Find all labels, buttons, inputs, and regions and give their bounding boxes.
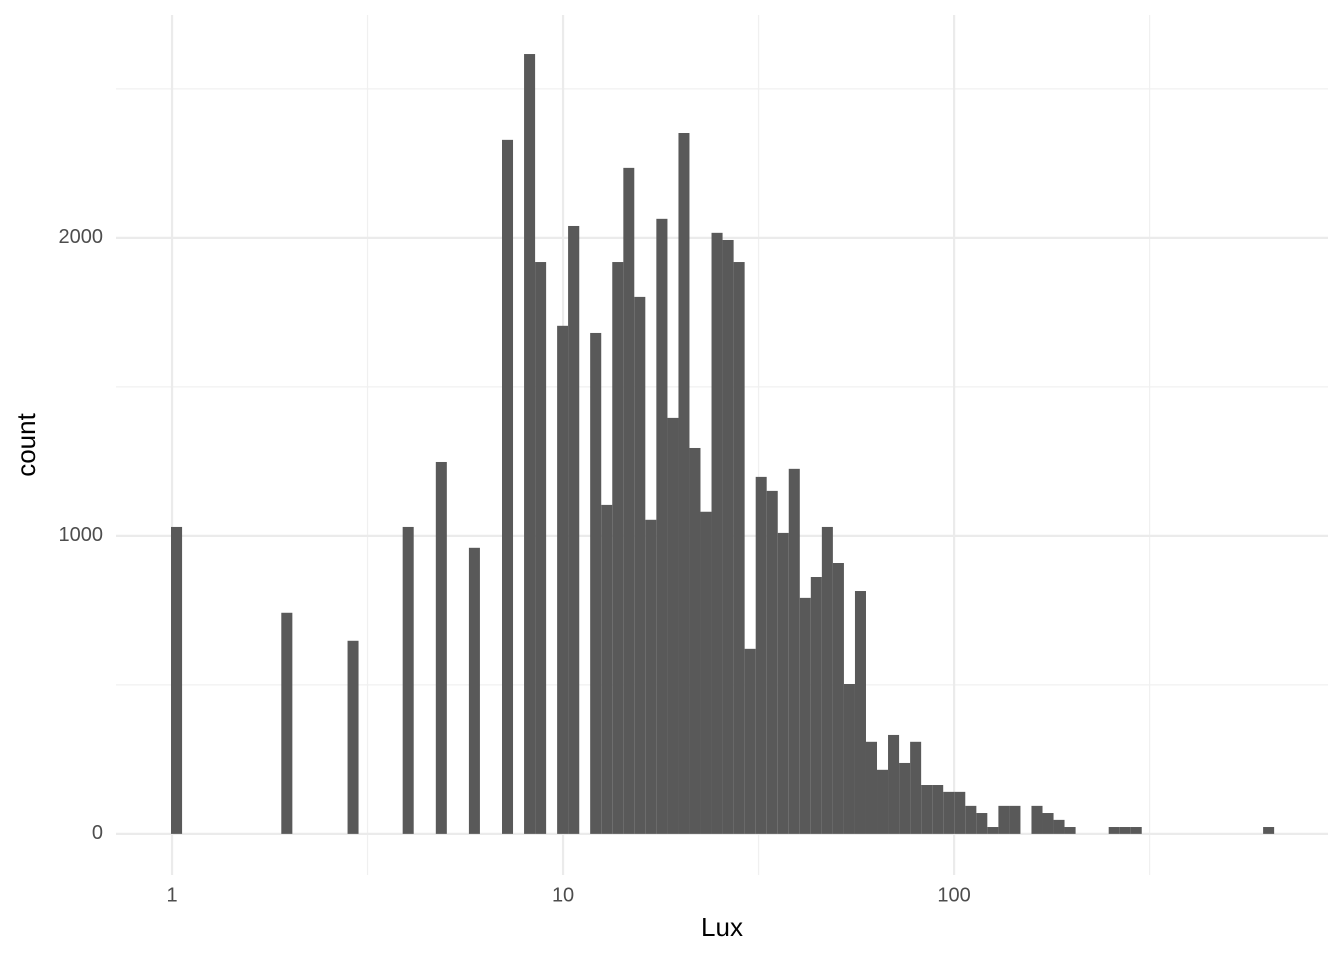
- bar: [502, 139, 514, 834]
- bar: [711, 232, 723, 834]
- bar: [766, 490, 778, 834]
- x-tick-label: 100: [937, 884, 970, 906]
- bar: [645, 519, 657, 834]
- bar: [1263, 827, 1275, 834]
- bar: [987, 827, 999, 834]
- bar: [865, 741, 878, 834]
- bar: [601, 504, 613, 834]
- bar: [281, 612, 293, 834]
- bar: [171, 526, 183, 834]
- bar: [634, 296, 646, 834]
- bar: [667, 417, 679, 834]
- bar: [623, 167, 635, 834]
- bar: [435, 461, 447, 834]
- bar: [524, 54, 536, 834]
- bar: [1042, 813, 1054, 834]
- x-tick-label: 10: [552, 884, 574, 906]
- x-axis-title: Lux: [701, 912, 743, 942]
- bar: [1064, 827, 1076, 834]
- bar: [888, 734, 900, 834]
- x-tick-label: 1: [166, 884, 177, 906]
- bar: [810, 577, 822, 834]
- y-tick-label: 2000: [59, 226, 104, 248]
- bar: [899, 762, 911, 834]
- bar: [744, 648, 756, 834]
- y-axis-title: count: [11, 412, 41, 476]
- bar: [1130, 827, 1142, 834]
- bar: [656, 218, 668, 834]
- bar: [910, 741, 922, 834]
- bar: [1108, 827, 1120, 834]
- bar: [976, 813, 988, 834]
- y-tick-label: 1000: [59, 524, 104, 546]
- bar: [347, 640, 359, 834]
- bar: [821, 526, 833, 834]
- bar: [954, 791, 966, 834]
- bar: [535, 262, 547, 834]
- bar: [943, 791, 955, 834]
- bar: [568, 225, 580, 834]
- bar: [777, 532, 789, 834]
- bar: [832, 563, 844, 834]
- bar: [722, 239, 734, 834]
- bar: [932, 785, 944, 834]
- bar: [402, 526, 414, 834]
- bar: [998, 805, 1010, 834]
- bar: [590, 332, 602, 834]
- bar: [788, 468, 800, 834]
- bar: [877, 769, 889, 834]
- bar: [755, 476, 767, 834]
- bar: [854, 591, 866, 834]
- bar: [843, 683, 855, 834]
- bar: [799, 597, 811, 834]
- bar: [468, 547, 480, 834]
- bar: [1031, 805, 1043, 834]
- bar: [678, 133, 690, 834]
- bar: [921, 785, 933, 834]
- bar: [1119, 827, 1131, 834]
- bar: [965, 805, 977, 834]
- bar: [557, 325, 569, 834]
- y-tick-label: 0: [92, 822, 103, 844]
- bar: [1009, 805, 1021, 834]
- bar: [1053, 819, 1065, 834]
- bar: [733, 262, 745, 834]
- bar: [612, 262, 624, 834]
- bar: [689, 447, 701, 834]
- bar: [700, 511, 712, 834]
